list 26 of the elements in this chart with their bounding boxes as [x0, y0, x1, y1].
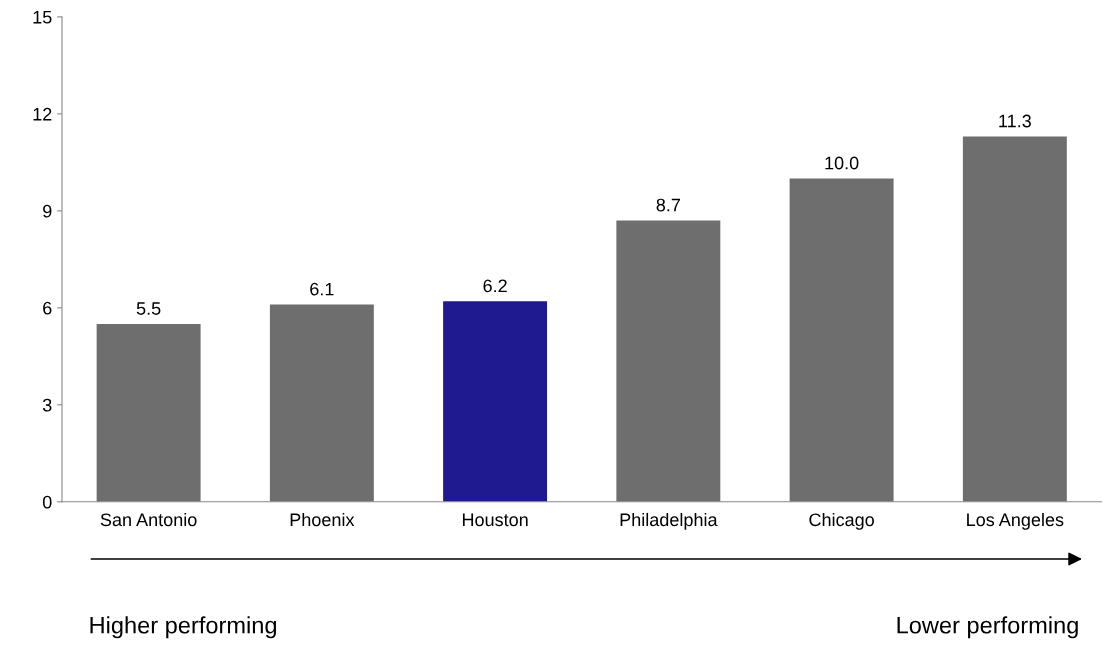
y-tick-label: 12	[33, 107, 52, 121]
data-label: 5.5	[136, 302, 161, 315]
data-label: 11.3	[999, 114, 1031, 128]
bar	[269, 304, 374, 502]
y-tick-label: 6	[43, 301, 52, 315]
data-label: 6.1	[310, 282, 334, 296]
data-label: 6.2	[483, 279, 507, 293]
x-tick-label: Philadelphia	[620, 512, 718, 530]
y-tick-label: 9	[43, 204, 52, 218]
data-label: 10.0	[825, 156, 859, 170]
x-tick-label: Phoenix	[290, 512, 355, 527]
bar	[96, 324, 201, 502]
bar	[962, 136, 1067, 502]
text: Higher performing	[90, 616, 277, 639]
text: Lower performing	[897, 616, 1078, 639]
y-tick-label: 3	[42, 398, 52, 412]
bar	[789, 178, 894, 502]
x-tick-label: San Antonio	[100, 512, 197, 527]
bar	[443, 301, 548, 502]
x-tick-label: Chicago	[809, 512, 874, 530]
x-tick-label: Houston	[462, 513, 528, 527]
bar	[616, 220, 721, 502]
x-tick-label: Los Angeles	[967, 512, 1064, 530]
y-tick-label: 0	[42, 495, 52, 509]
y-tick-label: 15	[33, 11, 52, 24]
data-label: 8.7	[656, 198, 680, 212]
